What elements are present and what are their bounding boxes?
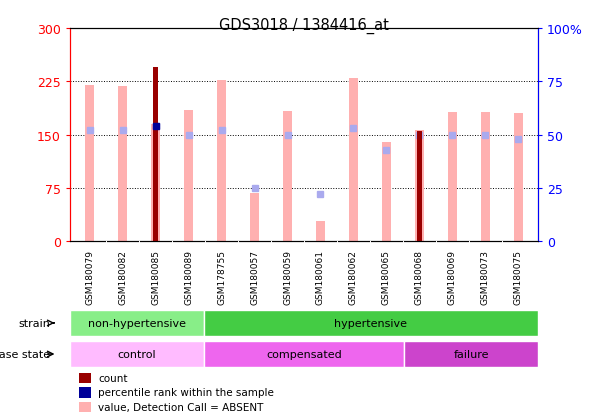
Text: count: count <box>98 373 128 383</box>
Bar <box>417 132 422 242</box>
Bar <box>447 113 457 242</box>
Bar <box>70 341 204 368</box>
Bar <box>217 81 226 242</box>
Bar <box>283 112 292 242</box>
Bar <box>382 142 391 242</box>
Bar <box>79 373 91 383</box>
Bar <box>79 402 91 412</box>
Bar <box>118 87 127 242</box>
Bar <box>404 341 538 368</box>
Bar <box>153 68 158 242</box>
Text: value, Detection Call = ABSENT: value, Detection Call = ABSENT <box>98 402 263 412</box>
Bar <box>151 125 161 242</box>
Bar <box>85 85 94 242</box>
Bar <box>316 222 325 242</box>
Bar <box>70 310 204 337</box>
Text: compensated: compensated <box>266 349 342 359</box>
Bar <box>184 110 193 242</box>
Bar <box>514 114 523 242</box>
Text: GDS3018 / 1384416_at: GDS3018 / 1384416_at <box>219 18 389 34</box>
Bar <box>250 193 259 242</box>
Text: control: control <box>117 349 156 359</box>
Bar <box>79 387 91 398</box>
Bar <box>349 78 358 242</box>
Text: percentile rank within the sample: percentile rank within the sample <box>98 387 274 397</box>
Text: disease state: disease state <box>0 349 50 359</box>
Bar <box>204 310 538 337</box>
Bar <box>481 113 490 242</box>
Text: hypertensive: hypertensive <box>334 318 407 328</box>
Text: failure: failure <box>454 349 489 359</box>
Bar <box>415 130 424 242</box>
Text: non-hypertensive: non-hypertensive <box>88 318 186 328</box>
Text: strain: strain <box>18 318 50 328</box>
Bar <box>204 341 404 368</box>
